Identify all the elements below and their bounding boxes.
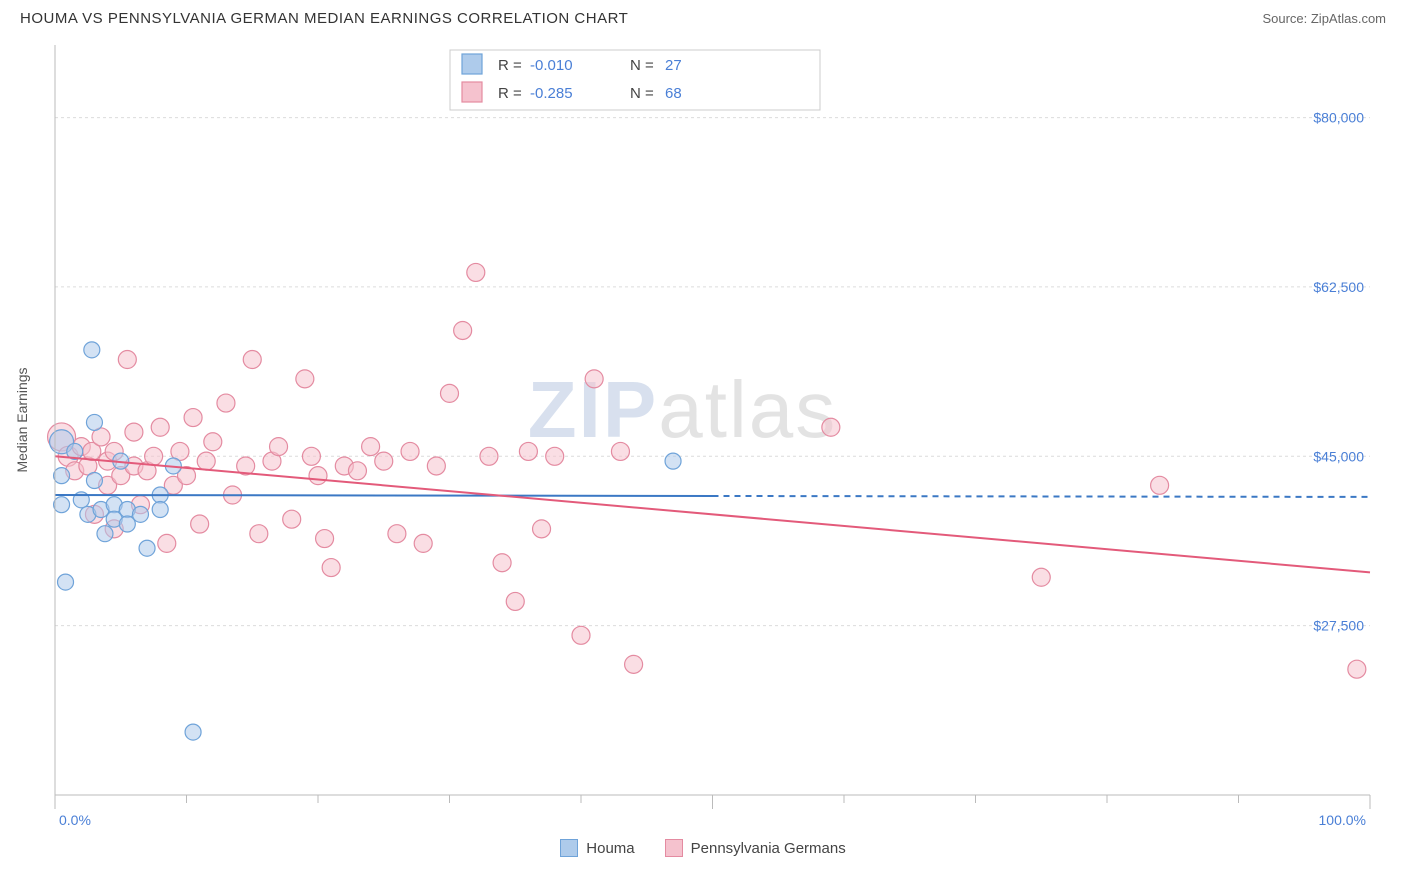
scatter-point	[184, 409, 202, 427]
scatter-point	[151, 418, 169, 436]
scatter-point	[316, 530, 334, 548]
y-tick-label: $45,000	[1313, 448, 1364, 464]
regression-line-penn	[55, 456, 1370, 572]
scatter-point	[401, 442, 419, 460]
scatter-point	[388, 525, 406, 543]
x-tick-label: 100.0%	[1319, 812, 1366, 828]
chart-header: HOUMA VS PENNSYLVANIA GERMAN MEDIAN EARN…	[10, 10, 1396, 35]
scatter-point	[270, 438, 288, 456]
scatter-point	[191, 515, 209, 533]
scatter-point	[665, 453, 681, 469]
scatter-point	[217, 394, 235, 412]
scatter-point	[125, 423, 143, 441]
scatter-point	[625, 655, 643, 673]
scatter-point	[185, 724, 201, 740]
scatter-point	[427, 457, 445, 475]
scatter-point	[822, 418, 840, 436]
stats-legend-swatch	[462, 54, 482, 74]
chart-svg: $27,500 $45,000 $62,500 $80,000 ZIPatlas 0.0%…	[10, 35, 1396, 835]
legend-swatch-houma	[560, 839, 578, 857]
scatter-point	[84, 342, 100, 358]
scatter-point	[467, 263, 485, 281]
legend-item-houma: Houma	[560, 839, 634, 857]
scatter-point	[322, 559, 340, 577]
chart-source: Source: ZipAtlas.com	[1262, 11, 1386, 26]
scatter-point	[118, 351, 136, 369]
stats-n-label: N =	[630, 85, 654, 102]
scatter-point	[546, 447, 564, 465]
scatter-point	[454, 321, 472, 339]
scatter-point	[158, 534, 176, 552]
scatter-point	[309, 467, 327, 485]
x-tick-label: 0.0%	[59, 812, 91, 828]
scatter-point	[145, 447, 163, 465]
scatter-point	[506, 592, 524, 610]
scatter-point	[204, 433, 222, 451]
chart-container: $27,500 $45,000 $62,500 $80,000 ZIPatlas 0.0%…	[10, 35, 1396, 835]
stats-n-value: 27	[665, 57, 682, 74]
scatter-point	[97, 526, 113, 542]
stats-r-value: -0.285	[530, 85, 573, 102]
stats-r-label: R =	[498, 57, 522, 74]
y-tick-label: $27,500	[1313, 618, 1364, 634]
scatter-point	[414, 534, 432, 552]
scatter-point	[152, 502, 168, 518]
scatter-point	[441, 384, 459, 402]
scatter-point	[375, 452, 393, 470]
legend-swatch-penn	[665, 839, 683, 857]
scatter-point	[533, 520, 551, 538]
scatter-point	[348, 462, 366, 480]
scatter-point	[139, 540, 155, 556]
scatter-point	[243, 351, 261, 369]
legend-label-houma: Houma	[586, 840, 634, 857]
scatter-point	[58, 574, 74, 590]
scatter-point	[54, 468, 70, 484]
watermark: ZIPatlas	[528, 365, 837, 454]
stats-n-label: N =	[630, 57, 654, 74]
scatter-point	[611, 442, 629, 460]
legend-label-penn: Pennsylvania Germans	[691, 840, 846, 857]
scatter-point	[519, 442, 537, 460]
scatter-point	[283, 510, 301, 528]
regression-line-houma-dash	[713, 496, 1371, 497]
scatter-point	[493, 554, 511, 572]
legend-item-penn: Pennsylvania Germans	[665, 839, 846, 857]
scatter-point	[1032, 568, 1050, 586]
y-tick-label: $80,000	[1313, 110, 1364, 126]
chart-title: HOUMA VS PENNSYLVANIA GERMAN MEDIAN EARN…	[20, 10, 628, 27]
scatter-point	[132, 506, 148, 522]
regression-line-houma	[55, 495, 713, 496]
scatter-point	[572, 626, 590, 644]
bottom-legend: Houma Pennsylvania Germans	[10, 839, 1396, 857]
scatter-point	[86, 472, 102, 488]
scatter-point	[1348, 660, 1366, 678]
stats-legend-swatch	[462, 82, 482, 102]
stats-n-value: 68	[665, 85, 682, 102]
scatter-point	[480, 447, 498, 465]
scatter-point	[250, 525, 268, 543]
scatter-point	[302, 447, 320, 465]
y-tick-label: $62,500	[1313, 279, 1364, 295]
stats-r-value: -0.010	[530, 57, 573, 74]
scatter-point	[362, 438, 380, 456]
scatter-point	[1151, 476, 1169, 494]
scatter-point	[54, 497, 70, 513]
scatter-point	[86, 414, 102, 430]
scatter-point	[585, 370, 603, 388]
y-axis-label: Median Earnings	[14, 367, 30, 472]
stats-r-label: R =	[498, 85, 522, 102]
scatter-point	[296, 370, 314, 388]
scatter-point	[197, 452, 215, 470]
